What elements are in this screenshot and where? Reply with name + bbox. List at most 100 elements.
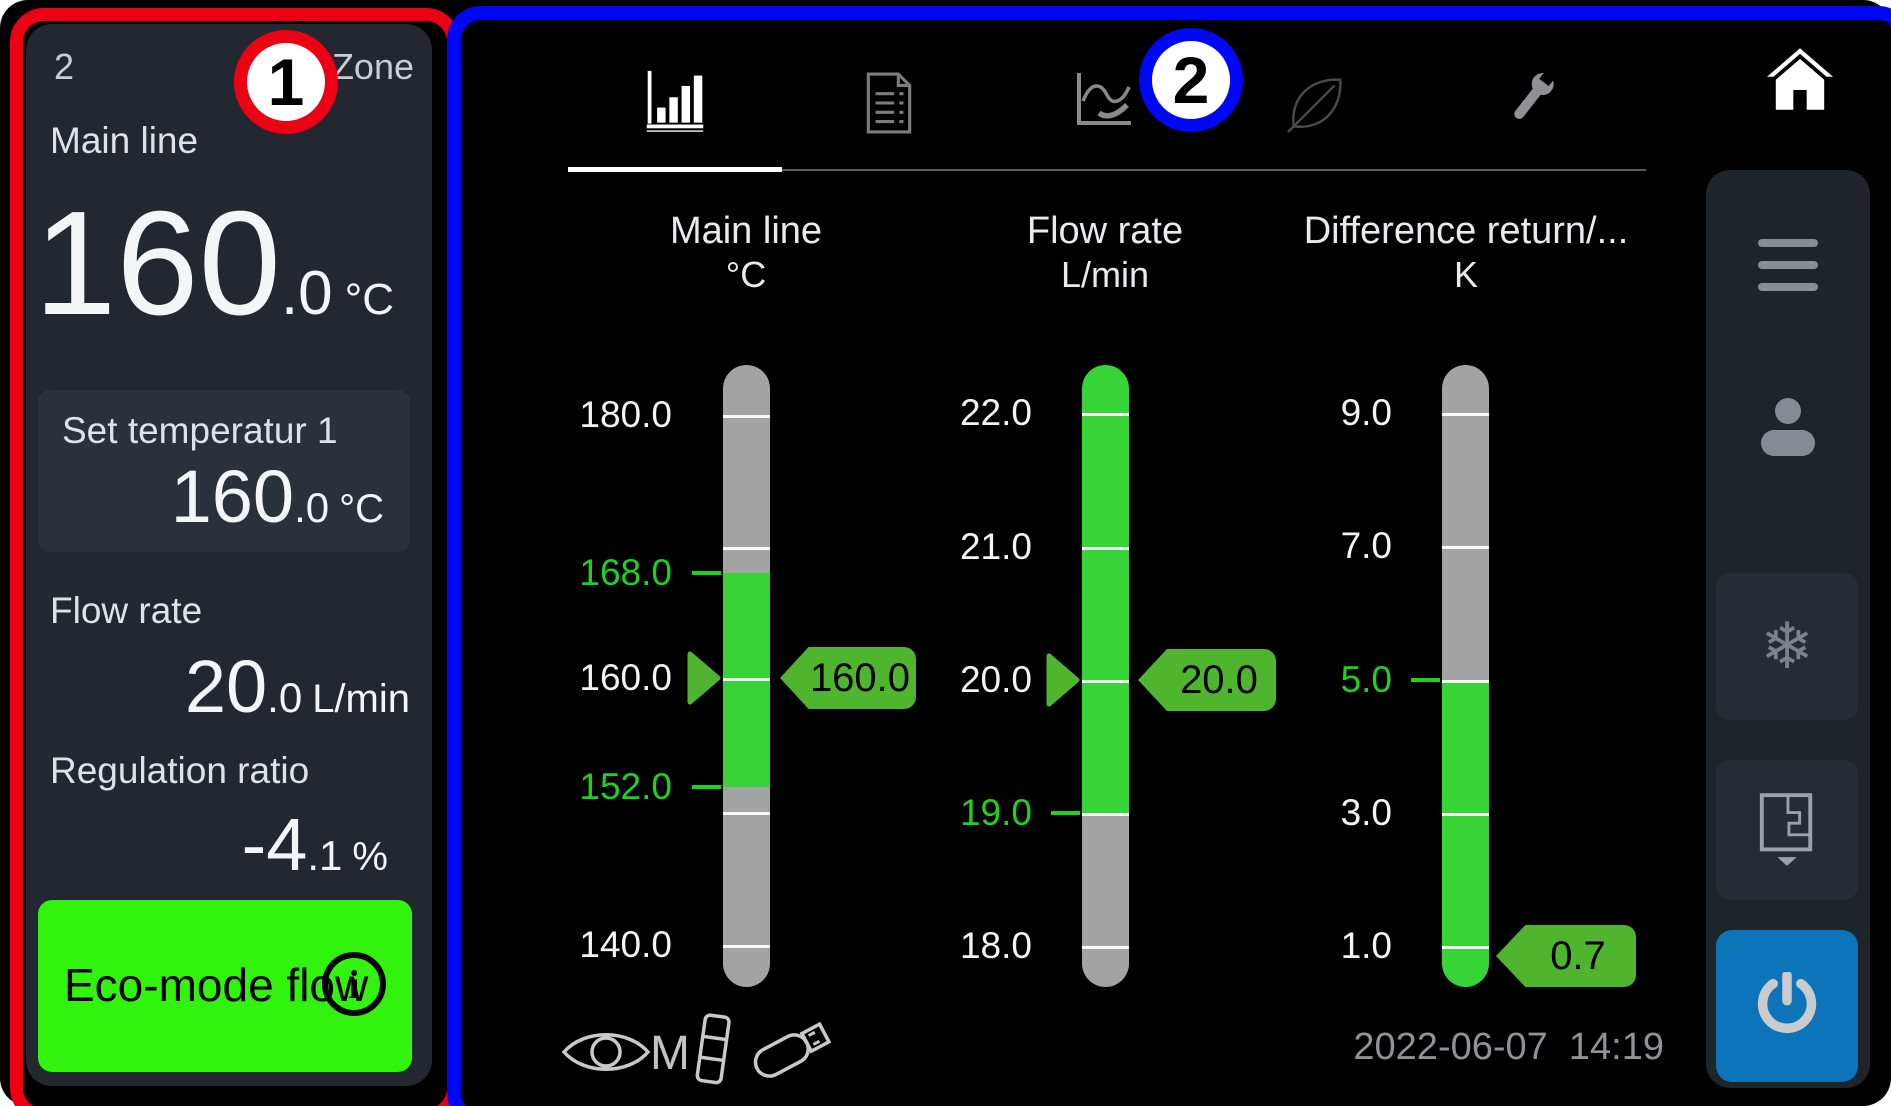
tick-label: 20.0: [959, 659, 1032, 700]
tick-line: [1442, 680, 1489, 683]
tab-bar-chart[interactable]: [642, 68, 708, 134]
set-temperature-label: Set temperatur 1: [62, 410, 338, 451]
snowflake-icon: ❄: [1760, 609, 1814, 684]
tick-label: 160.0: [579, 657, 672, 698]
tick-label: 21.0: [959, 526, 1032, 567]
setpoint-marker-icon: [1046, 653, 1080, 707]
tick-line: [1442, 546, 1489, 549]
tick-label: 9.0: [1340, 392, 1392, 433]
info-icon[interactable]: i: [322, 952, 386, 1016]
wrench-icon: [1514, 68, 1557, 119]
tick-label: 3.0: [1340, 792, 1392, 833]
power-button[interactable]: [1716, 930, 1858, 1082]
flow-rate-int: 20: [184, 645, 268, 728]
set-temperature-int: 160: [170, 455, 295, 538]
regulation-ratio-value: -4.1%: [242, 802, 388, 887]
tick-line: [1082, 813, 1129, 816]
monitoring-mode-letter: M: [650, 1027, 690, 1080]
main-line-label: Main line: [50, 120, 199, 161]
tab-report[interactable]: [856, 70, 922, 136]
regulation-ratio-unit: %: [352, 835, 388, 879]
tick-line: [1082, 413, 1129, 416]
tick-line: [723, 678, 770, 681]
active-tab-underline: [568, 167, 782, 172]
set-temperature-value: 160.0 °C: [171, 454, 384, 539]
tick-label: 180.0: [579, 394, 672, 435]
user-button[interactable]: [1756, 396, 1820, 466]
mold-select-button[interactable]: [1716, 760, 1858, 900]
datetime: 2022-06-07 14:19: [1353, 1026, 1664, 1068]
gauge-bar: [1442, 365, 1489, 987]
limit-high-label: 168.0: [579, 552, 672, 593]
tab-eco[interactable]: [1284, 70, 1350, 136]
tick-line: [1082, 547, 1129, 550]
eye-icon: [561, 1033, 651, 1071]
tick-label: 1.0: [1340, 925, 1392, 966]
home-icon: [1767, 48, 1833, 110]
home-button[interactable]: [1712, 4, 1886, 152]
cooling-button[interactable]: ❄: [1716, 573, 1858, 720]
setpoint-marker-icon: [687, 651, 721, 705]
gauge-bar: [723, 365, 770, 987]
value-tag: 0.7: [1496, 925, 1636, 987]
regulation-ratio-label: Regulation ratio: [50, 750, 310, 791]
annotation-badge-1: 1: [234, 30, 338, 134]
set-temperature-field[interactable]: Set temperatur 1 160.0 °C: [38, 390, 410, 552]
zone-panel: 2 Zone Main line 160.0 °C Set temperatur …: [26, 24, 432, 1086]
main-line-frac: .0: [280, 259, 333, 328]
gauge-title: Flow rate: [1026, 210, 1184, 252]
main-line-unit: °C: [344, 275, 395, 324]
tick-line: [723, 945, 770, 948]
tick-line: [723, 415, 770, 418]
power-icon: [1757, 972, 1817, 1033]
zone-number: 2: [54, 46, 75, 87]
trend-chart-icon: [1077, 73, 1131, 125]
tick-line: [723, 812, 770, 815]
flow-rate-value: 20.0 L/min: [185, 644, 410, 729]
tick-label: 7.0: [1340, 525, 1392, 566]
tick-label: 140.0: [579, 924, 672, 965]
limit-tick: [692, 785, 721, 789]
bar-chart-icon: [646, 70, 704, 133]
gauge-title: Main line: [669, 210, 823, 252]
limit-tick: [1411, 678, 1440, 682]
limit-tick: [1051, 811, 1080, 815]
leaf-icon: [1287, 78, 1342, 133]
set-temperature-frac: .0: [294, 484, 330, 531]
menu-icon-bar2: [1758, 261, 1818, 269]
tick-label: 18.0: [959, 925, 1032, 966]
regulation-ratio-int: -4: [241, 803, 308, 886]
gauge-bar: [1082, 365, 1129, 987]
main-line-int: 160: [34, 181, 281, 346]
mold-icon: [1759, 793, 1813, 866]
tab-trend-chart[interactable]: [1070, 68, 1136, 134]
gauge-unit: °C: [725, 254, 767, 295]
tick-line: [1442, 813, 1489, 816]
main-line-value: 160.0 °C: [34, 190, 394, 338]
gauge-unit: K: [1453, 254, 1478, 295]
set-temperature-unit: °C: [339, 487, 384, 531]
annotation-badge-2: 2: [1139, 28, 1243, 132]
tick-line: [1442, 946, 1489, 949]
limit-low-label: 152.0: [579, 766, 672, 807]
gauge-title: Difference return/...: [1303, 210, 1629, 252]
value-tag: 160.0: [780, 647, 916, 709]
report-icon: [866, 72, 912, 134]
tick-line: [1082, 680, 1129, 683]
eco-mode-flow-label: Eco-mode flow: [64, 959, 369, 1011]
limit-tick: [692, 571, 721, 575]
flow-rate-unit: L/min: [312, 677, 410, 721]
signal-lamp-icon: [695, 1013, 731, 1085]
eco-mode-flow-button[interactable]: Eco-mode flow i: [38, 900, 412, 1072]
menu-icon-bar3: [1758, 283, 1818, 291]
tab-settings[interactable]: [1498, 66, 1564, 132]
tick-line: [1442, 413, 1489, 416]
gauge-unit: L/min: [1060, 254, 1150, 295]
tick-line: [1082, 946, 1129, 949]
user-icon: [1761, 398, 1815, 456]
usb-icon: [753, 1021, 832, 1078]
flow-rate-frac: .0: [267, 674, 303, 721]
limit-low-label: 19.0: [959, 792, 1032, 833]
tick-label: 22.0: [959, 392, 1032, 433]
